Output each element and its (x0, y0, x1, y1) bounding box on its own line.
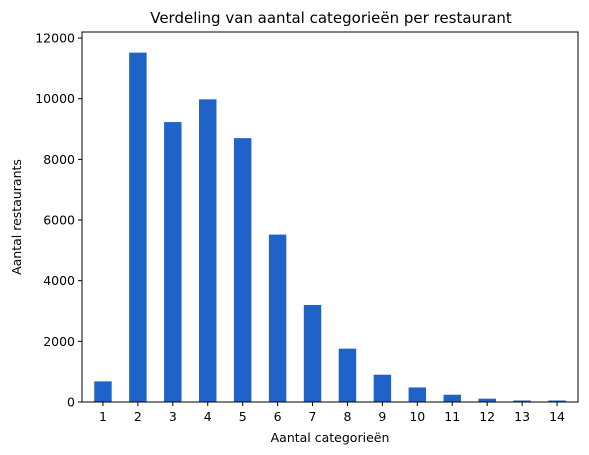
bar-2 (129, 52, 147, 402)
x-tick-label: 4 (204, 409, 212, 424)
bar-1 (94, 381, 112, 402)
chart-title: Verdeling van aantal categorieën per res… (150, 9, 512, 27)
bar-6 (268, 234, 287, 402)
y-tick-label: 4000 (43, 273, 75, 288)
y-tick-label: 8000 (43, 152, 75, 167)
x-tick-label: 1 (99, 409, 107, 424)
plot-frame (81, 31, 579, 403)
x-tick-label: 6 (274, 409, 282, 424)
y-tick-label: 12000 (35, 31, 75, 46)
x-tick-label: 11 (444, 409, 460, 424)
y-tick-label: 10000 (35, 91, 75, 106)
y-axis-label: Aantal restaurants (9, 159, 24, 275)
x-tick-label: 13 (514, 409, 530, 424)
bar-5 (233, 138, 252, 403)
bar-3 (164, 122, 182, 403)
y-tick-label: 6000 (43, 213, 75, 228)
bar-4 (199, 99, 217, 402)
y-tick-label: 0 (67, 395, 75, 410)
x-tick-label: 5 (239, 409, 247, 424)
bar-14 (548, 400, 566, 402)
x-tick-label: 9 (378, 409, 386, 424)
bar-7 (303, 304, 322, 402)
bars-group (94, 52, 566, 403)
y-tick-label: 2000 (43, 334, 75, 349)
x-tick-label: 3 (169, 409, 177, 424)
x-tick-label: 10 (409, 409, 425, 424)
x-tick-label: 7 (309, 409, 317, 424)
bar-13 (513, 400, 531, 402)
bar-9 (373, 374, 392, 402)
x-axis-ticks: 1 2 3 4 5 6 7 8 9 10 11 12 13 14 (99, 402, 565, 424)
bar-8 (338, 348, 357, 402)
bar-12 (478, 398, 496, 402)
y-axis-ticks: 0 2000 4000 6000 8000 10000 12000 (35, 31, 82, 410)
bar-11 (443, 394, 461, 402)
x-axis-label: Aantal categorieën (271, 430, 390, 445)
x-tick-label: 8 (343, 409, 351, 424)
x-tick-label: 12 (479, 409, 495, 424)
x-tick-label: 2 (134, 409, 142, 424)
bar-10 (408, 387, 427, 402)
x-tick-label: 14 (549, 409, 565, 424)
